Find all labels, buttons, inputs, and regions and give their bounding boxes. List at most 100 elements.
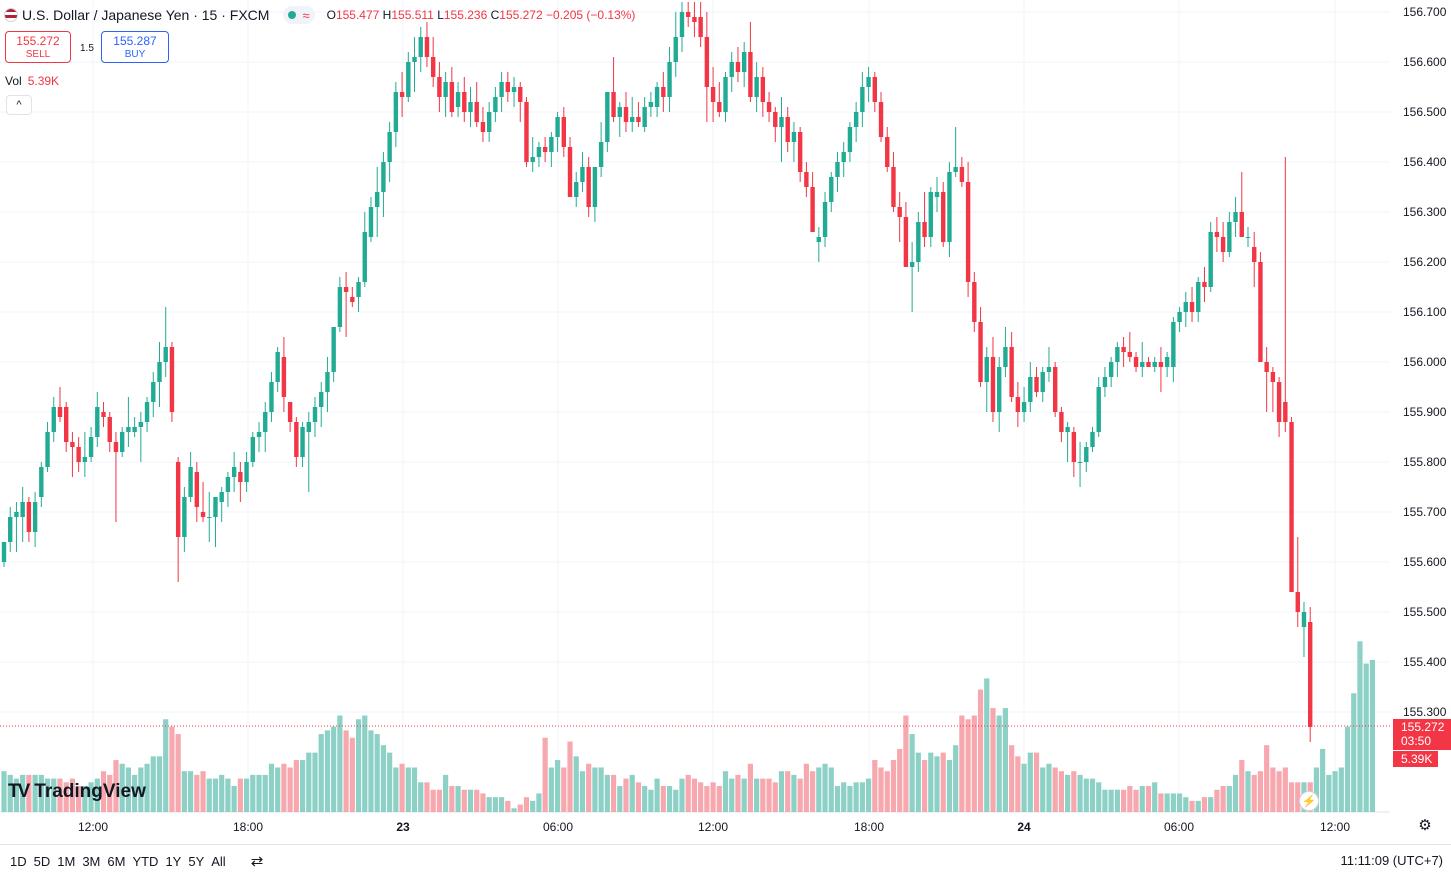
sell-label: SELL <box>25 49 51 60</box>
x-tick-label: 18:00 <box>233 820 263 834</box>
volume-bar <box>791 774 797 812</box>
lightning-icon[interactable]: ⚡ <box>1299 791 1319 811</box>
volume-bar <box>1369 659 1375 812</box>
volume-bar <box>26 774 32 812</box>
price-axis[interactable]: 156.700 156.600 156.500 156.400 156.300 156.2… <box>1403 5 1447 719</box>
candle-body <box>897 207 902 217</box>
volume-bar <box>1313 767 1320 812</box>
candle-body <box>144 402 150 422</box>
volume-bar <box>200 771 206 812</box>
timeframe-3m[interactable]: 3M <box>82 853 101 869</box>
candle-body <box>1164 357 1170 367</box>
ohlc-values: O155.477 H155.511 L155.236 C155.272 −0.2… <box>326 8 636 22</box>
volume-value: 5.39K <box>27 74 60 88</box>
candle-body <box>1158 362 1164 367</box>
volume-bar <box>1288 782 1295 812</box>
volume-bar <box>1077 774 1083 812</box>
timeframe-1d[interactable]: 1D <box>10 853 27 869</box>
candle-body <box>710 87 716 102</box>
candle-body <box>1146 362 1151 367</box>
timeframe-1m[interactable]: 1M <box>57 853 76 869</box>
volume-bar <box>903 715 909 812</box>
candle-body <box>362 232 367 282</box>
volume-bar <box>13 778 20 812</box>
gear-icon[interactable]: ⚙ <box>1418 817 1432 834</box>
volume-bar <box>107 774 113 812</box>
candle-body <box>182 497 187 537</box>
volume-bar <box>834 786 841 812</box>
volume-bar <box>716 786 722 812</box>
volume-bar <box>822 763 828 812</box>
buy-button[interactable]: 155.287 BUY <box>101 31 169 63</box>
candle-body <box>486 112 492 132</box>
candle-body <box>70 442 75 447</box>
market-status-pill[interactable]: ≈ <box>283 6 315 24</box>
volume-bar <box>517 804 523 812</box>
candle-body <box>1090 432 1095 447</box>
candle-body <box>1077 462 1083 463</box>
volume-bar <box>337 715 343 812</box>
data-wave-icon: ≈ <box>302 7 310 23</box>
buy-price: 155.287 <box>113 34 157 48</box>
volume-bar <box>237 778 243 812</box>
volume-bar <box>984 678 990 812</box>
timeframe-5y[interactable]: 5Y <box>188 853 205 869</box>
tradingview-logo[interactable]: TV TradingView <box>8 781 146 803</box>
volume-bar <box>530 800 536 812</box>
volume-bar <box>1332 771 1338 812</box>
candle-body <box>1208 232 1213 287</box>
volume-bar <box>977 689 984 812</box>
timeframe-1y[interactable]: 1Y <box>165 853 182 869</box>
timeframe-6m[interactable]: 6M <box>107 853 126 869</box>
candle-body <box>1071 432 1077 462</box>
candle-body <box>667 62 672 97</box>
candle-body <box>804 172 809 187</box>
candle-body <box>555 117 560 137</box>
volume-bar <box>778 771 785 812</box>
volume-bar <box>1170 793 1176 812</box>
volume-bar <box>82 786 88 812</box>
volume-bar <box>1152 782 1158 812</box>
timeframe-all[interactable]: All <box>211 853 226 869</box>
volume-bar <box>455 786 461 812</box>
volume-bar <box>1002 708 1009 812</box>
date-range-icon[interactable]: ⇄ <box>250 853 264 870</box>
candle-body <box>704 37 710 87</box>
chart-canvas[interactable]: 156.700 156.600 156.500 156.400 156.300 156.2… <box>0 0 1451 844</box>
candle-body <box>909 262 915 267</box>
sell-button[interactable]: 155.272 SELL <box>5 31 71 63</box>
candle-body <box>412 57 417 62</box>
candle-body <box>592 167 598 207</box>
time-axis[interactable]: 12:00 18:00 23 06:00 12:00 18:00 24 06:00 12:00 <box>78 820 1350 834</box>
volume-bar <box>206 778 212 812</box>
candle-body <box>207 517 212 518</box>
candle-body <box>269 382 274 412</box>
candle-body <box>518 87 523 102</box>
candle-body <box>76 447 81 462</box>
volume-bar <box>492 797 498 812</box>
timeframe-ytd[interactable]: YTD <box>132 853 159 869</box>
volume-bar <box>1183 797 1189 812</box>
candle-body <box>169 347 175 412</box>
bar-countdown: 03:50 <box>1401 734 1432 748</box>
symbol-title[interactable]: U.S. Dollar / Japanese Yen · 15 · FXCM <box>22 7 270 23</box>
low-value: 155.236 <box>443 8 488 22</box>
volume-bar <box>1220 786 1226 812</box>
volume-bar <box>1 771 7 812</box>
timeframe-5d[interactable]: 5D <box>33 853 51 869</box>
y-tick-label: 155.700 <box>1403 505 1447 519</box>
collapse-legend-button[interactable]: ^ <box>6 95 32 115</box>
candle-body <box>1283 402 1288 422</box>
volume-bar <box>859 782 865 812</box>
volume-bar <box>934 756 940 812</box>
candle-body <box>1040 372 1045 392</box>
candle-body <box>1227 222 1232 252</box>
candle-body <box>449 82 455 112</box>
volume-bar <box>262 774 268 812</box>
volume-bar <box>1102 789 1108 812</box>
candle-body <box>1270 372 1276 382</box>
candle-body <box>997 367 1002 412</box>
volume-bar <box>474 789 480 812</box>
clock[interactable]: 11:11:09 (UTC+7) <box>1340 853 1443 868</box>
volume-bar <box>63 782 69 812</box>
